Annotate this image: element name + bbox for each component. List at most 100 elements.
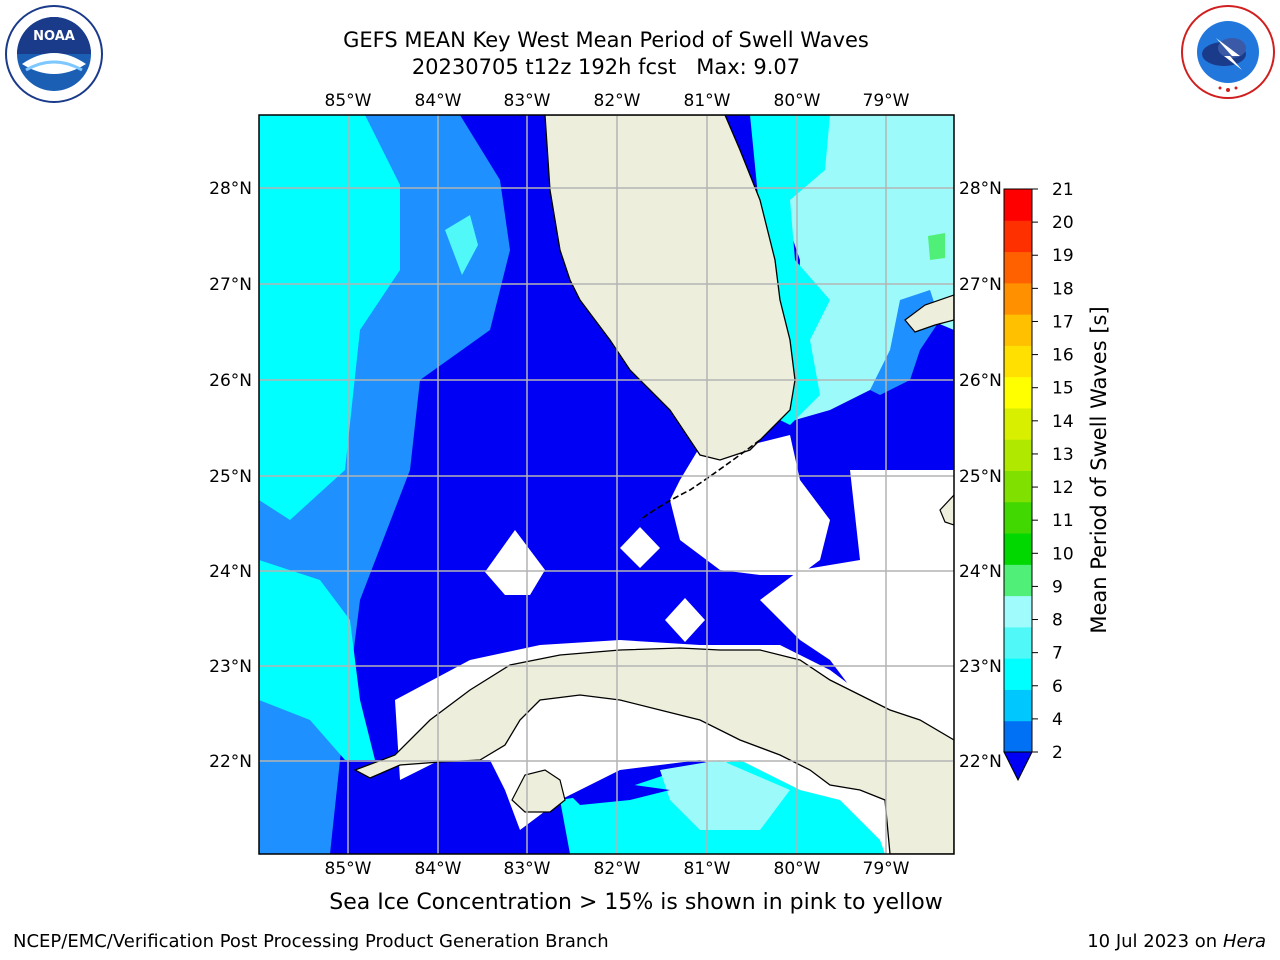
colorbar-tick-label: 14: [1052, 412, 1074, 432]
lat-label: 22°N: [209, 752, 252, 772]
colorbar-segment: [1004, 220, 1032, 253]
contour-fill-9-10-patch: [928, 233, 945, 260]
colorbar-tick-label: 9: [1052, 577, 1063, 597]
colorbar-segment: [1004, 501, 1032, 534]
sea-ice-note: Sea Ice Concentration > 15% is shown in …: [329, 890, 943, 915]
colorbar-tick-label: 11: [1052, 511, 1074, 531]
footer-date-text: 10 Jul 2023 on: [1087, 931, 1223, 952]
colorbar-under-arrow: [1003, 751, 1033, 782]
land-florida: [544, 115, 796, 461]
nws-logo-icon: [1181, 5, 1275, 99]
colorbar-tick-label: 19: [1052, 246, 1074, 266]
lon-label: 81°W: [684, 91, 731, 111]
chart-subtitle: 20230705 t12z 192h fcst Max: 9.07: [411, 55, 801, 79]
colorbar-segment: [1004, 282, 1032, 315]
missing-area-florida-straits: [670, 430, 830, 575]
colorbar-segment: [1004, 720, 1032, 753]
lon-label: 80°W: [774, 91, 821, 111]
lat-label: 28°N: [959, 179, 1002, 199]
land-andros: [939, 494, 954, 526]
colorbar-tick-label: 10: [1052, 544, 1074, 564]
missing-area-diamond-2: [620, 527, 660, 568]
colorbar-segment: [1004, 595, 1032, 628]
lon-labels-bottom: 85°W 84°W 83°W 82°W 81°W 80°W 79°W: [325, 859, 910, 879]
contour-fill-8-9-south: [660, 760, 790, 830]
colorbar-segment: [1004, 689, 1032, 722]
lon-label: 82°W: [594, 91, 641, 111]
noaa-logo-text: NOAA: [33, 29, 75, 44]
colorbar-segment: [1004, 626, 1032, 659]
florida-keys: [639, 439, 761, 521]
colorbar-tick-label: 7: [1052, 644, 1063, 664]
colorbar-frame: [1003, 188, 1033, 753]
colorbar-segment: [1004, 345, 1032, 378]
lat-labels-left: 28°N 27°N 26°N 25°N 24°N 23°N 22°N: [209, 179, 252, 772]
colorbar-tick-label: 15: [1052, 379, 1074, 399]
lat-label: 23°N: [209, 657, 252, 677]
lat-label: 27°N: [959, 275, 1002, 295]
colorbar-tick-label: 16: [1052, 346, 1074, 366]
land-bahamas: [904, 294, 954, 333]
lat-label: 26°N: [209, 371, 252, 391]
colorbar-tick-label: 17: [1052, 312, 1074, 332]
colorbar-segment: [1004, 564, 1032, 597]
colorbar-segment: [1004, 533, 1032, 565]
lat-labels-right: 28°N 27°N 26°N 25°N 24°N 23°N 22°N: [959, 179, 1002, 772]
map-frame: [258, 114, 955, 855]
colorbar-segment: [1004, 251, 1032, 284]
lon-label: 79°W: [863, 859, 910, 879]
colorbar-tick-label: 12: [1052, 478, 1074, 498]
colorbar-segment: [1004, 470, 1032, 503]
footer-date: 10 Jul 2023 on Hera: [1087, 931, 1266, 952]
colorbar-tick-label: 13: [1052, 445, 1074, 465]
lon-label: 83°W: [504, 859, 551, 879]
lon-label: 80°W: [774, 859, 821, 879]
contour-fill-6-7-west-lower: [259, 560, 375, 760]
colorbar-segment: [1004, 407, 1032, 440]
colorbar-tick-label: 6: [1052, 677, 1063, 697]
noaa-logo-icon: NOAA: [5, 5, 103, 103]
colorbar-segment: [1004, 439, 1032, 471]
lat-label: 24°N: [209, 562, 252, 582]
footer-credit: NCEP/EMC/Verification Post Processing Pr…: [13, 931, 609, 952]
lon-label: 85°W: [325, 859, 372, 879]
lat-label: 27°N: [209, 275, 252, 295]
contour-fill-7-8-patch: [445, 215, 478, 275]
lon-label: 83°W: [504, 91, 551, 111]
graticule: [259, 115, 954, 854]
lat-label: 28°N: [209, 179, 252, 199]
lat-label: 24°N: [959, 562, 1002, 582]
land-isle-of-youth: [511, 769, 566, 813]
footer-host: Hera: [1222, 931, 1266, 952]
lon-label: 81°W: [684, 859, 731, 879]
contour-fill-6-7-west: [259, 115, 400, 520]
lat-label: 26°N: [959, 371, 1002, 391]
lon-labels-top: 85°W 84°W 83°W 82°W 81°W 80°W 79°W: [325, 91, 910, 111]
land-cuba: [353, 647, 954, 854]
colorbar-segment: [1004, 189, 1032, 221]
lat-label: 22°N: [959, 752, 1002, 772]
colorbar-segment: [1004, 376, 1032, 409]
colorbar-label: Mean Period of Swell Waves [s]: [1087, 306, 1111, 633]
colorbar-segment: [1004, 314, 1032, 346]
colorbar-segment: [1004, 658, 1032, 690]
colorbar-tick-label: 21: [1052, 180, 1074, 200]
lat-label: 23°N: [959, 657, 1002, 677]
lon-label: 79°W: [863, 91, 910, 111]
lon-label: 84°W: [415, 91, 462, 111]
missing-area-diamond-3: [665, 598, 705, 642]
colorbar: 2 4 6 7 8 9 10 11 12 13 14 15 16 17 18 19 20 21: [1003, 180, 1074, 782]
lat-label: 25°N: [959, 467, 1002, 487]
lon-label: 82°W: [594, 859, 641, 879]
colorbar-tick-label: 20: [1052, 213, 1074, 233]
map-area: [259, 115, 954, 854]
lon-label: 84°W: [415, 859, 462, 879]
contour-fill-2-4-south: [570, 783, 670, 805]
chart-title: GEFS MEAN Key West Mean Period of Swell …: [343, 28, 869, 52]
lon-label: 85°W: [325, 91, 372, 111]
colorbar-tick-label: 8: [1052, 611, 1063, 631]
colorbar-tick-label: 4: [1052, 710, 1063, 730]
missing-area-diamond-1: [485, 530, 545, 595]
colorbar-tick-label: 2: [1052, 743, 1063, 763]
